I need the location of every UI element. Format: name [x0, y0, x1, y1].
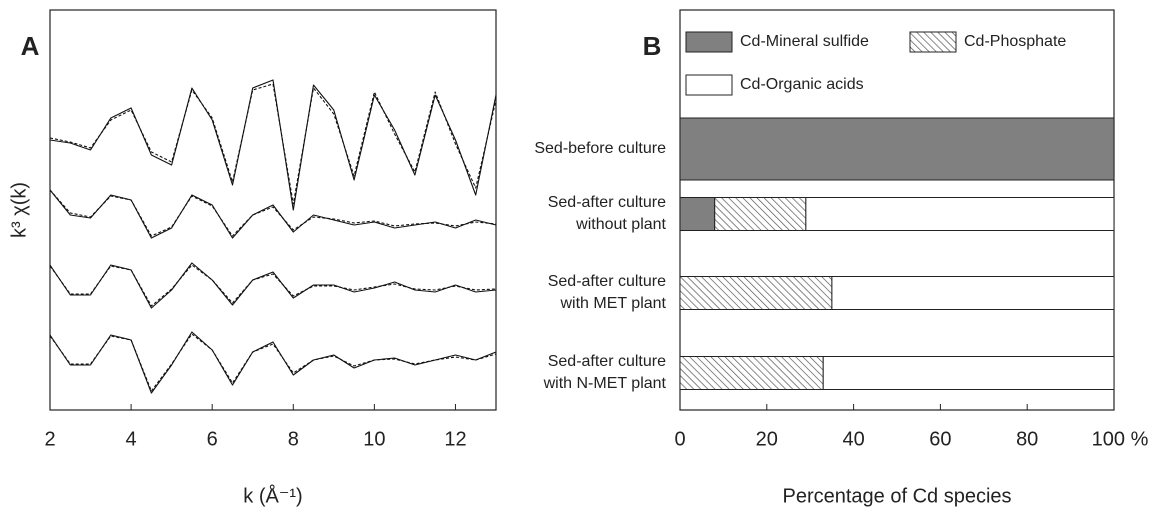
spectrum-line [49, 79, 497, 211]
x-tick-label: 0 [674, 428, 685, 450]
bar-segment [805, 197, 1115, 231]
bar-segment [831, 276, 1115, 310]
x-tick-label: 20 [756, 428, 778, 450]
y-axis-label: k³ χ(k) [8, 182, 30, 238]
spectrum-line [49, 83, 497, 205]
legend-label: Cd-Organic acids [740, 76, 864, 93]
spectrum-line [49, 331, 497, 394]
x-tick-label: 4 [126, 428, 137, 450]
category-label: with MET plant [559, 295, 666, 312]
x-tick-label: 12 [444, 428, 466, 450]
spectrum-line [49, 333, 497, 392]
x-tick-label: 60 [929, 428, 951, 450]
x-axis-label: Percentage of Cd species [782, 485, 1011, 507]
category-label: Sed-after culture [548, 273, 666, 290]
bar-segment [679, 276, 833, 310]
legend-label: Cd-Phosphate [964, 33, 1066, 50]
legend-swatch [909, 31, 957, 53]
x-tick-label: 2 [44, 428, 55, 450]
category-label: Sed-after culture [548, 353, 666, 370]
bar-segment [679, 197, 716, 231]
panel-label: B [643, 31, 662, 61]
bar-segment [714, 197, 807, 231]
x-tick-label: 6 [207, 428, 218, 450]
spectrum-line [49, 262, 497, 309]
spectrum-line [49, 189, 497, 237]
category-label: Sed-before culture [534, 140, 666, 157]
bar-segment [679, 356, 824, 390]
category-label: Sed-after culture [548, 194, 666, 211]
plot-frame-a [49, 9, 497, 411]
x-tick-label: 100 % [1092, 428, 1149, 450]
spectrum-line [49, 264, 497, 307]
category-label: with N-MET plant [543, 375, 667, 392]
x-tick-label: 10 [363, 428, 385, 450]
panel-label: A [21, 31, 40, 61]
bar-segment [679, 117, 1115, 181]
legend-label: Cd-Mineral sulfide [740, 33, 869, 50]
legend-swatch [685, 74, 733, 96]
bar-segment [822, 356, 1115, 390]
category-label: without plant [575, 216, 666, 233]
x-tick-label: 8 [288, 428, 299, 450]
x-tick-label: 40 [842, 428, 864, 450]
legend-swatch [685, 31, 733, 53]
x-tick-label: 80 [1016, 428, 1038, 450]
x-axis-label: k (Å⁻¹) [243, 484, 302, 507]
